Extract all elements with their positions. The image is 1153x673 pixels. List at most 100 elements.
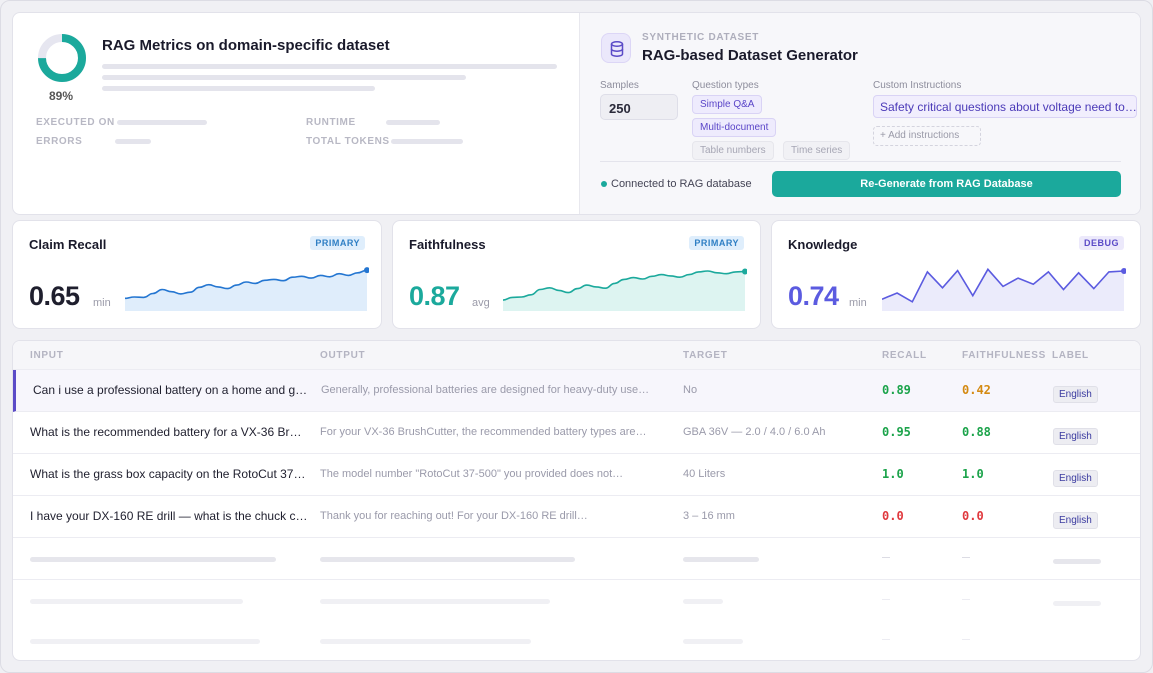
cell-faithfulness: 0.88 bbox=[962, 425, 991, 439]
summary-card: 89% RAG Metrics on domain-specific datas… bbox=[12, 12, 1141, 215]
sparkline-endpoint bbox=[364, 267, 369, 274]
cell-output: Thank you for reaching out! For your DX-… bbox=[320, 510, 588, 522]
question-type-simple-qa[interactable]: Simple Q&A bbox=[692, 95, 763, 114]
metric-title: Knowledge bbox=[788, 237, 858, 252]
total-tokens-label: TOTAL TOKENS bbox=[306, 136, 390, 147]
generator-title: RAG-based Dataset Generator bbox=[642, 47, 858, 64]
metric-badge: PRIMARY bbox=[310, 236, 365, 250]
errors-label: ERRORS bbox=[36, 136, 83, 147]
cell-output: The model number "RotoCut 37-500" you pr… bbox=[320, 468, 624, 480]
question-type-time-series[interactable]: Time series bbox=[783, 141, 851, 160]
language-label: English bbox=[1053, 512, 1098, 529]
cell-faithfulness: 0.0 bbox=[962, 509, 984, 523]
regenerate-button[interactable]: Re-Generate from RAG Database bbox=[772, 171, 1121, 197]
metric-value: 0.87 bbox=[409, 281, 460, 311]
runtime-label: RUNTIME bbox=[306, 117, 356, 128]
skeleton-bar bbox=[320, 599, 550, 604]
sparkline-area bbox=[882, 269, 1124, 311]
connection-status-dot bbox=[601, 181, 607, 187]
cell-target: 3 – 16 mm bbox=[683, 510, 735, 522]
skeleton-bar bbox=[30, 639, 260, 644]
cell-target: GBA 36V — 2.0 / 4.0 / 6.0 Ah bbox=[683, 426, 826, 438]
cell-input: Can i use a professional battery on a ho… bbox=[33, 383, 313, 397]
language-label: English bbox=[1053, 386, 1098, 403]
cell-output: For your VX-36 BrushCutter, the recommen… bbox=[320, 426, 647, 438]
column-header-faithfulness[interactable]: FAITHFULNESS bbox=[962, 350, 1046, 361]
skeleton-row bbox=[13, 622, 1140, 660]
cell-input: What is the grass box capacity on the Ro… bbox=[30, 467, 308, 481]
sparkline-line bbox=[125, 269, 368, 300]
metric-unit: avg bbox=[472, 297, 490, 309]
score-donut bbox=[38, 34, 86, 82]
question-types-label: Question types bbox=[692, 80, 759, 91]
total-tokens-value bbox=[391, 139, 463, 144]
metric-sparkline bbox=[882, 267, 1126, 311]
column-header-input[interactable]: INPUT bbox=[30, 350, 64, 361]
database-icon bbox=[601, 33, 631, 63]
samples-input[interactable]: 250 bbox=[600, 94, 678, 120]
column-header-label[interactable]: LABEL bbox=[1052, 350, 1089, 361]
sparkline-endpoint bbox=[742, 268, 747, 275]
question-type-multi-document[interactable]: Multi-document bbox=[692, 118, 777, 137]
metric-value: 0.65 bbox=[29, 281, 80, 311]
description-placeholder bbox=[102, 86, 375, 91]
metric-title: Claim Recall bbox=[29, 237, 107, 252]
skeleton-row bbox=[13, 538, 1140, 580]
sparkline-area bbox=[503, 271, 745, 311]
metric-value: 0.74 bbox=[788, 281, 839, 311]
column-header-recall[interactable]: RECALL bbox=[882, 350, 927, 361]
cell-recall: 0.89 bbox=[882, 383, 911, 397]
cell-recall: 0.95 bbox=[882, 425, 911, 439]
add-instructions-button[interactable]: + Add instructions bbox=[873, 126, 981, 146]
divider bbox=[600, 161, 1121, 162]
cell-target: 40 Liters bbox=[683, 468, 726, 480]
metric-sparkline bbox=[503, 268, 747, 311]
language-label: English bbox=[1053, 470, 1098, 487]
metric-card-knowledge[interactable]: Knowledge DEBUG 0.74 min bbox=[771, 220, 1141, 329]
language-label: English bbox=[1053, 428, 1098, 445]
metric-badge: DEBUG bbox=[1078, 236, 1124, 250]
column-header-target[interactable]: TARGET bbox=[683, 350, 728, 361]
skeleton-bar bbox=[1053, 559, 1101, 564]
cell-faithfulness: 1.0 bbox=[962, 467, 984, 481]
metric-unit: min bbox=[849, 297, 867, 309]
runtime-value bbox=[386, 120, 440, 125]
metric-card-faithfulness[interactable]: Faithfulness PRIMARY 0.87 avg bbox=[392, 220, 761, 329]
table-row[interactable]: What is the recommended battery for a VX… bbox=[13, 412, 1140, 454]
cell-output: Generally, professional batteries are de… bbox=[321, 384, 650, 396]
cell-faithfulness: 0.42 bbox=[962, 383, 991, 397]
sparkline-endpoint bbox=[1121, 268, 1126, 275]
results-table: INPUT OUTPUT TARGET RECALL FAITHFULNESS … bbox=[12, 340, 1141, 661]
executed-on-value bbox=[117, 120, 207, 125]
description-placeholder bbox=[102, 64, 557, 69]
skeleton-bar bbox=[30, 557, 276, 562]
dataset-generator: SYNTHETIC DATASET RAG-based Dataset Gene… bbox=[579, 13, 1140, 214]
cell-input: I have your DX-160 RE drill — what is th… bbox=[30, 509, 308, 523]
sparkline-area bbox=[125, 270, 367, 311]
cell-recall: 0.0 bbox=[882, 509, 904, 523]
cell-target: No bbox=[683, 384, 698, 396]
errors-value bbox=[115, 139, 151, 144]
skeleton-bar bbox=[683, 639, 743, 644]
metric-card-claim-recall[interactable]: Claim Recall PRIMARY 0.65 min bbox=[12, 220, 382, 329]
metric-unit: min bbox=[93, 297, 111, 309]
custom-instruction-chip[interactable]: Safety critical questions about voltage … bbox=[873, 95, 1137, 118]
skeleton-bar bbox=[320, 639, 531, 644]
skeleton-bar bbox=[683, 599, 723, 604]
metric-title: Faithfulness bbox=[409, 237, 486, 252]
question-type-table-numbers[interactable]: Table numbers bbox=[692, 141, 774, 160]
table-row[interactable]: What is the grass box capacity on the Ro… bbox=[13, 454, 1140, 496]
cell-input: What is the recommended battery for a VX… bbox=[30, 425, 308, 439]
executed-on-label: EXECUTED ON bbox=[36, 117, 115, 128]
skeleton-dash bbox=[962, 599, 970, 600]
description-placeholder bbox=[102, 75, 466, 80]
sparkline-line bbox=[503, 270, 746, 301]
column-header-output[interactable]: OUTPUT bbox=[320, 350, 366, 361]
table-row[interactable]: I have your DX-160 RE drill — what is th… bbox=[13, 496, 1140, 538]
score-label: 89% bbox=[48, 89, 74, 103]
metric-sparkline bbox=[125, 267, 369, 311]
skeleton-bar bbox=[30, 599, 243, 604]
table-row[interactable]: Can i use a professional battery on a ho… bbox=[13, 370, 1140, 412]
skeleton-dash bbox=[962, 639, 970, 640]
metric-badge: PRIMARY bbox=[689, 236, 744, 250]
